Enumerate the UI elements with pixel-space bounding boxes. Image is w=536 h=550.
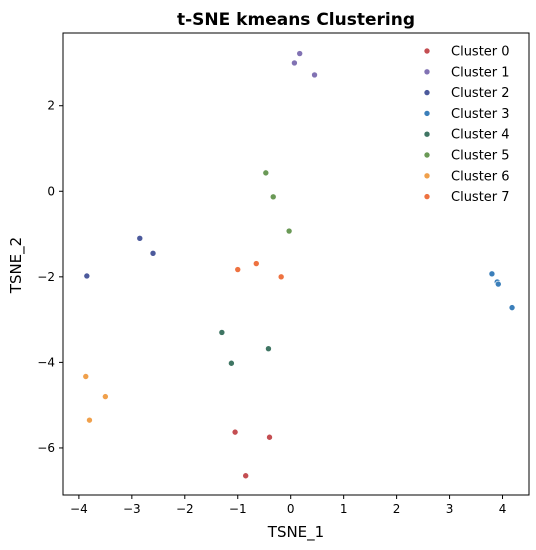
x-axis: −4 −3 −2 −1 0 1 2 3 4 [70, 495, 506, 516]
legend-label: Cluster 1 [451, 65, 510, 80]
data-point-cluster-2 [83, 272, 91, 280]
data-point-cluster-4 [218, 329, 226, 336]
x-tick-label: −4 [70, 502, 88, 516]
data-point-cluster-6 [102, 393, 109, 400]
data-point-cluster-5 [285, 227, 293, 235]
data-point-cluster-7 [277, 273, 285, 281]
data-point-cluster-4 [228, 359, 235, 367]
legend-label: Cluster 0 [451, 45, 510, 60]
data-point-cluster-6 [86, 416, 93, 424]
legend-marker [423, 151, 431, 159]
x-tick-label: 2 [393, 502, 401, 516]
legend-marker [423, 193, 431, 200]
y-axis-label: TSNE_2 [7, 237, 26, 294]
data-point-cluster-7 [234, 266, 242, 273]
chart-title: t-SNE kmeans Clustering [177, 10, 415, 30]
x-tick-label: 4 [499, 502, 507, 516]
legend: Cluster 0 Cluster 1 Cluster 2 Cluster 3 Clus… [423, 45, 510, 205]
legend-label: Cluster 5 [451, 149, 510, 164]
legend-label: Cluster 6 [451, 169, 510, 184]
data-point-cluster-0 [242, 472, 249, 480]
y-tick-label: −6 [37, 441, 55, 455]
plot-frame [62, 32, 530, 496]
x-tick-label: −2 [176, 502, 194, 516]
legend-marker [423, 110, 431, 117]
data-point-cluster-5 [269, 193, 277, 201]
y-tick-label: −2 [37, 270, 55, 284]
legend-marker [423, 172, 431, 180]
legend-marker [423, 47, 431, 55]
data-point-cluster-1 [311, 71, 318, 79]
legend-marker [423, 130, 431, 138]
data-point-cluster-2 [136, 235, 144, 242]
legend-marker [423, 89, 431, 96]
y-tick-label: 0 [47, 184, 55, 198]
data-point-cluster-7 [252, 260, 260, 267]
y-tick-label: −4 [37, 355, 55, 369]
x-tick-label: 3 [446, 502, 454, 516]
legend-label: Cluster 7 [451, 190, 510, 205]
data-point-cluster-1 [296, 50, 304, 57]
data-point-cluster-0 [231, 428, 239, 436]
data-point-cluster-3 [508, 304, 516, 311]
data-point-cluster-2 [149, 250, 157, 257]
plot-area [62, 32, 530, 496]
y-tick-label: 2 [47, 99, 55, 113]
data-point-cluster-1 [291, 59, 298, 67]
data-point-cluster-6 [82, 373, 90, 380]
data-point-cluster-3 [494, 280, 502, 288]
x-tick-label: 0 [287, 502, 295, 516]
data-point-cluster-5 [262, 169, 270, 177]
x-tick-label: −1 [229, 502, 247, 516]
x-tick-label: −3 [123, 502, 141, 516]
legend-marker [423, 68, 431, 76]
y-axis: −6 −4 −2 0 2 [37, 99, 63, 455]
legend-label: Cluster 3 [451, 107, 510, 122]
legend-label: Cluster 4 [451, 128, 510, 143]
data-point-cluster-4 [265, 345, 272, 353]
x-axis-label: TSNE_1 [267, 523, 324, 542]
data-points [82, 50, 516, 480]
data-point-cluster-0 [266, 433, 273, 441]
x-tick-label: 1 [340, 502, 348, 516]
data-point-cluster-3 [488, 270, 496, 278]
legend-label: Cluster 2 [451, 86, 510, 101]
